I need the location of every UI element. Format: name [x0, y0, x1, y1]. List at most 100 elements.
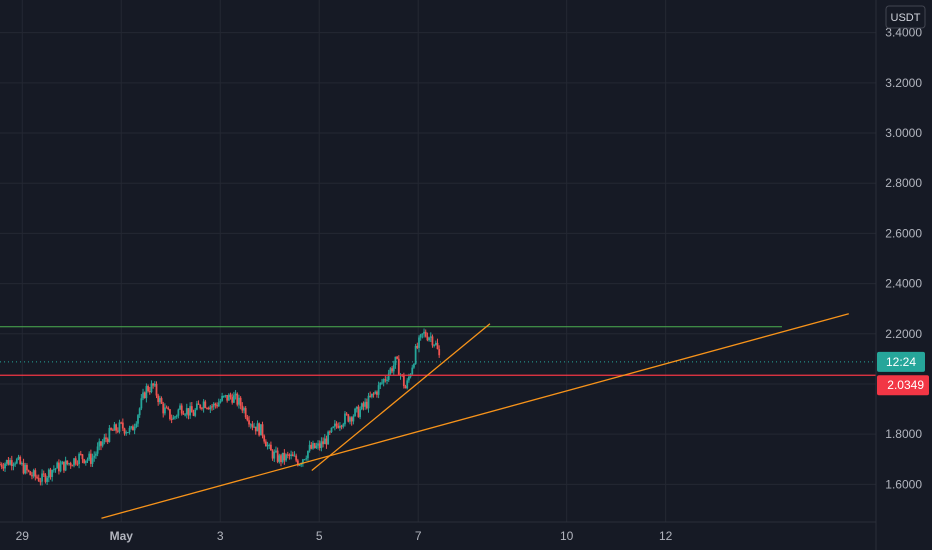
candle-body	[96, 446, 99, 454]
candle-body	[93, 455, 96, 458]
candle-body	[135, 423, 138, 427]
candle-body	[232, 395, 235, 403]
candle-body	[359, 409, 362, 418]
candle-body	[56, 462, 59, 469]
candle-body	[202, 401, 205, 409]
candle-body	[63, 461, 65, 471]
long-rising-trendline[interactable]	[101, 313, 849, 519]
candle-body	[37, 477, 40, 482]
candle-body	[226, 395, 229, 401]
candle-body	[333, 423, 336, 427]
candle-body	[17, 456, 20, 460]
candle-body	[283, 452, 286, 461]
candle-body	[100, 441, 102, 446]
candle-body	[421, 333, 424, 335]
candle-body	[224, 395, 227, 397]
candle-body	[157, 395, 160, 403]
candle-body	[308, 444, 311, 451]
candle-body	[167, 407, 170, 410]
candle-body	[74, 458, 77, 464]
candle-body	[258, 423, 261, 436]
candle-body	[429, 336, 432, 338]
candle-body	[266, 445, 269, 447]
candle-body	[10, 460, 13, 466]
candle-body	[423, 331, 425, 334]
candle-body	[340, 425, 343, 427]
candle-body	[91, 457, 94, 464]
candle-body	[132, 426, 134, 431]
candle-body	[180, 405, 183, 414]
candle-body	[251, 424, 254, 428]
candle-body	[406, 380, 409, 389]
candle-body	[78, 453, 80, 465]
candle-body	[73, 458, 75, 466]
candle-body	[320, 441, 323, 449]
candle-body	[26, 464, 28, 471]
time-axis[interactable]: 29 May 3 5 7 10 12	[16, 529, 673, 543]
candle-body	[49, 469, 52, 477]
candle-body	[307, 450, 309, 459]
drawn-lines[interactable]	[0, 313, 876, 519]
candle-body	[59, 464, 62, 472]
candle-body	[313, 443, 316, 449]
candle-body	[0, 464, 3, 467]
candle-body	[155, 383, 158, 396]
candle-body	[434, 342, 437, 345]
candle-body	[118, 422, 121, 432]
candle-body	[253, 426, 255, 428]
candle-body	[318, 443, 321, 449]
candle-body	[84, 460, 87, 463]
candle-body	[51, 469, 54, 477]
candle-body	[317, 443, 319, 446]
price-tick-label: 3.4000	[885, 26, 922, 40]
candle-body	[278, 455, 281, 462]
candle-body	[261, 424, 264, 436]
candle-body	[374, 391, 377, 394]
candle-body	[379, 382, 382, 386]
candle-body	[148, 391, 151, 393]
candle-body	[106, 439, 109, 442]
candle-body	[81, 454, 84, 460]
candle-body	[402, 375, 405, 387]
candle-body	[352, 416, 355, 422]
price-badges: 12:24 2.0349	[877, 351, 929, 396]
candle-body	[246, 417, 249, 421]
candle-body	[15, 459, 18, 464]
candle-body	[140, 398, 143, 409]
candle-body	[239, 397, 242, 406]
candlestick-series[interactable]	[0, 328, 441, 486]
candle-body	[211, 406, 213, 408]
candle-body	[121, 422, 124, 429]
candle-body	[369, 395, 372, 397]
candle-body	[164, 407, 166, 414]
candle-body	[288, 454, 291, 457]
candle-body	[162, 403, 165, 414]
candle-body	[249, 424, 252, 426]
short-rising-trendline[interactable]	[311, 323, 491, 472]
time-axis-background	[0, 522, 932, 550]
candle-body	[4, 463, 6, 469]
date-tick-label: 3	[217, 529, 224, 543]
candle-body	[103, 437, 106, 443]
currency-unit-badge[interactable]: USDT	[885, 5, 926, 29]
price-tick-label: 1.8000	[885, 427, 922, 441]
candle-body	[392, 365, 395, 372]
candle-body	[418, 337, 420, 348]
price-tick-label: 2.8000	[885, 176, 922, 190]
candle-body	[199, 404, 202, 409]
candle-body	[189, 406, 192, 416]
price-tick-label: 3.2000	[885, 76, 922, 90]
candle-body	[285, 454, 287, 461]
candle-body	[20, 462, 23, 465]
price-tick-label: 2.4000	[885, 277, 922, 291]
candle-body	[68, 463, 70, 465]
price-axis[interactable]: 1.60001.80002.00002.20002.40002.60002.80…	[885, 0, 922, 492]
candle-body	[194, 409, 197, 416]
candle-body	[303, 459, 306, 461]
candle-body	[354, 408, 356, 417]
candle-body	[116, 430, 119, 432]
candle-body	[286, 454, 289, 456]
candle-body	[273, 451, 276, 459]
candle-body	[238, 397, 240, 405]
